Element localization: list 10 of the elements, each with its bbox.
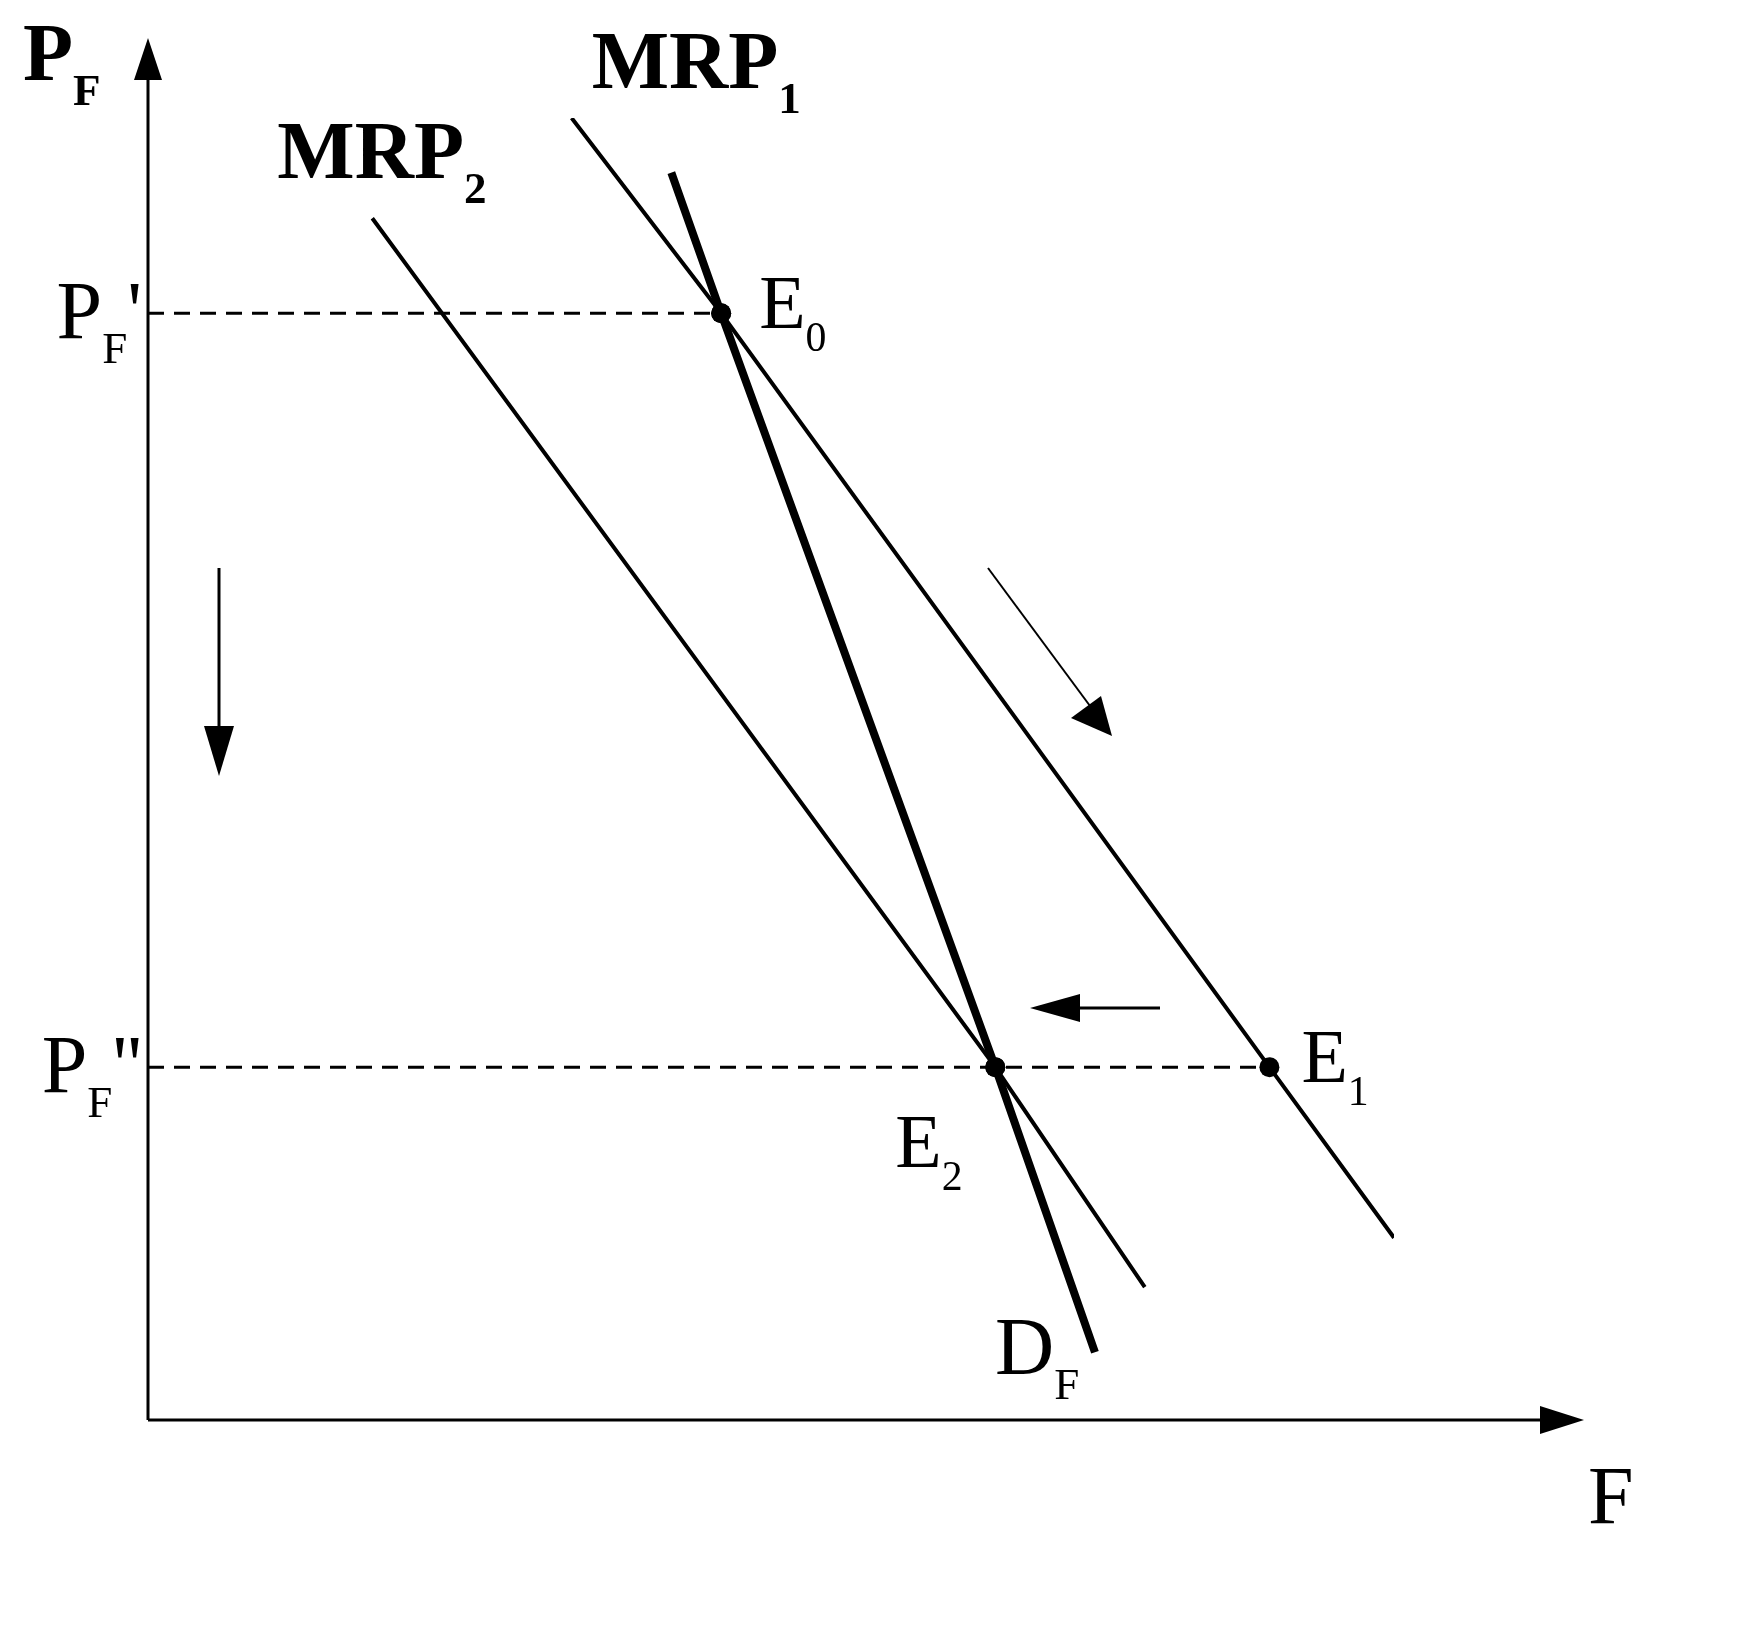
ref-line-label: P$_{F}$'' (41, 1019, 142, 1128)
ref-line-label: P$_{F}$' (56, 265, 142, 374)
annotation: E$_{2}$ (895, 1099, 963, 1200)
x-axis-title: F (1588, 1450, 1634, 1541)
annotation: E$_{0}$ (759, 260, 827, 361)
series-label: MRP$_{2}$ (277, 105, 487, 214)
series-label: MRP$_{1}$ (591, 15, 801, 123)
annotation: E$_{1}$ (1301, 1014, 1369, 1115)
series-label: D$_{F}$ (994, 1301, 1080, 1410)
y-axis-title: P$_{F}$ (23, 7, 101, 115)
